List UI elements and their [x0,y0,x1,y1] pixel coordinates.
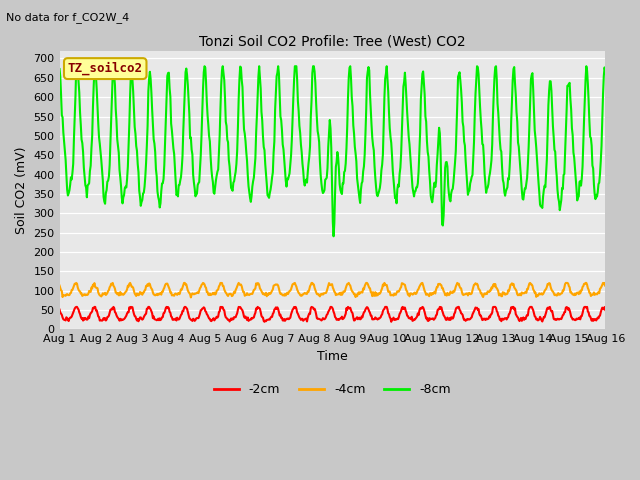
Y-axis label: Soil CO2 (mV): Soil CO2 (mV) [15,146,28,234]
X-axis label: Time: Time [317,350,348,363]
Title: Tonzi Soil CO2 Profile: Tree (West) CO2: Tonzi Soil CO2 Profile: Tree (West) CO2 [199,34,466,48]
Text: No data for f_CO2W_4: No data for f_CO2W_4 [6,12,130,23]
Legend: -2cm, -4cm, -8cm: -2cm, -4cm, -8cm [209,378,456,401]
Text: TZ_soilco2: TZ_soilco2 [68,62,143,75]
